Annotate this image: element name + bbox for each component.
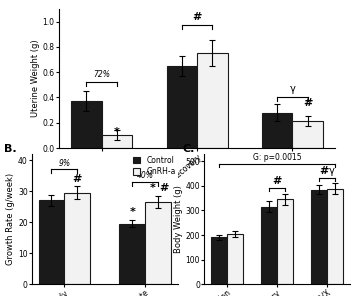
Text: 9%: 9% <box>58 159 70 168</box>
Text: #: # <box>192 12 202 22</box>
Text: A.: A. <box>34 0 47 2</box>
Bar <box>71 101 102 148</box>
Text: C.: C. <box>182 144 195 154</box>
Bar <box>197 53 228 148</box>
Bar <box>64 193 90 284</box>
Bar <box>211 237 227 284</box>
Bar <box>311 189 327 284</box>
Text: *: * <box>114 127 120 136</box>
Text: *: * <box>150 183 156 193</box>
Bar <box>145 202 171 284</box>
Text: #: # <box>272 176 282 186</box>
Bar <box>39 200 64 284</box>
Y-axis label: Uterine Weight (g): Uterine Weight (g) <box>31 40 39 117</box>
Y-axis label: Body Weight (g): Body Weight (g) <box>174 185 182 253</box>
Text: 40%: 40% <box>137 171 154 180</box>
Bar <box>227 234 243 284</box>
Text: #: # <box>303 97 312 107</box>
Bar <box>293 121 323 148</box>
Y-axis label: Growth Rate (g/week): Growth Rate (g/week) <box>6 173 15 265</box>
Bar <box>327 189 343 284</box>
Bar <box>277 200 293 284</box>
Text: #: # <box>159 183 168 193</box>
Text: B.: B. <box>4 144 17 154</box>
Bar <box>261 207 277 284</box>
Legend: Control, GnRH-a: Control, GnRH-a <box>132 155 176 177</box>
Bar <box>102 135 132 148</box>
Text: #: # <box>319 166 328 176</box>
Text: G: p=0.0015: G: p=0.0015 <box>253 153 301 162</box>
Bar <box>262 112 293 148</box>
Text: #: # <box>73 174 82 184</box>
Bar <box>166 66 197 148</box>
Text: *: * <box>129 207 135 218</box>
Bar <box>119 224 145 284</box>
Text: γ: γ <box>329 166 335 176</box>
Text: 72%: 72% <box>93 70 110 79</box>
Text: γ: γ <box>289 84 295 94</box>
